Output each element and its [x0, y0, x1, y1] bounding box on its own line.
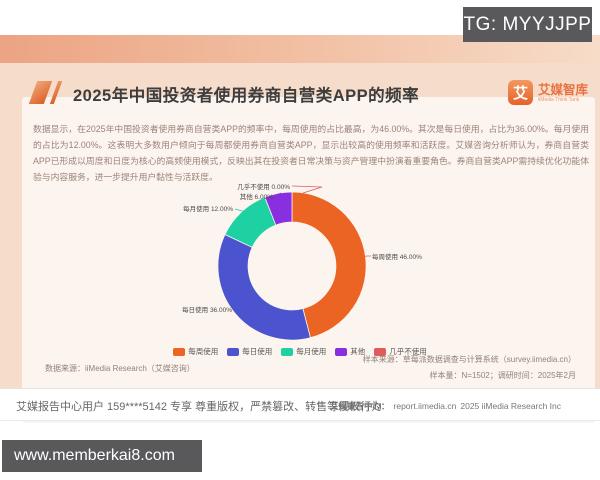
footer-copyright: 2025 iiMedia Research Inc [460, 400, 561, 411]
legend-item-3: 其他 [335, 346, 365, 357]
page-title: 2025年中国投资者使用券商自营类APP的频率 [73, 87, 420, 105]
logo-subtitle: iiMedia Think Tank [538, 96, 580, 103]
legend-label: 几乎不使用 [389, 347, 427, 356]
chart-legend: 每周使用 每日使用 每月使用 其他 几乎不使用 [140, 346, 460, 357]
iimedia-logo-icon: 艾 [508, 80, 533, 105]
data-source-note: 数据来源：iiMedia Research（艾媒咨询） [45, 364, 195, 373]
callout-label-3: 其他 6.00% [239, 194, 273, 201]
legend-swatch-icon [374, 347, 387, 356]
legend-swatch-icon [227, 347, 240, 356]
legend-item-1: 每日使用 [227, 346, 272, 357]
legend-label: 每日使用 [242, 347, 273, 356]
logo-name: 艾媒智库 [538, 82, 589, 97]
sample-size-note: 样本量：N=1502；调研时间：2025年2月 [429, 371, 577, 380]
legend-item-0: 每周使用 [173, 346, 218, 357]
legend-label: 其他 [350, 347, 366, 356]
callout-label-0: 每周使用 46.00% [372, 254, 422, 261]
site-watermark-badge: www.memberkai8.com [2, 440, 202, 472]
sample-info: 样本来源：草莓派数据调查与计算系统（survey.iimedia.cn） 样本量… [363, 352, 576, 384]
footer-user-notice: 艾媒报告中心用户 159****5142 专享 尊重版权，严禁篡改、转售等侵权行… [16, 400, 383, 413]
legend-swatch-icon [335, 347, 348, 356]
callout-label-2: 每月使用 12.00% [183, 206, 233, 213]
report-description: 数据显示，在2025年中国投资者使用券商自营类APP的频率中，每周使用的占比最高… [33, 124, 589, 182]
legend-swatch-icon [281, 347, 294, 356]
footer-strip: 艾媒报告中心用户 159****5142 专享 尊重版权，严禁篡改、转售等侵权行… [0, 388, 600, 421]
legend-label: 每月使用 [296, 347, 327, 356]
legend-swatch-icon [173, 347, 186, 356]
title-accent-icon [28, 81, 63, 104]
callout-label-1: 每日使用 36.00% [182, 307, 232, 314]
sample-source-note: 样本来源：草莓派数据调查与计算系统（survey.iimedia.cn） [362, 355, 576, 364]
tg-watermark-badge: TG: MYYJJPP [463, 7, 592, 42]
iimedia-logo: 艾 艾媒智库 iiMedia Think Tank [508, 80, 588, 105]
legend-item-4: 几乎不使用 [374, 346, 427, 357]
legend-item-2: 每月使用 [281, 346, 326, 357]
footer-publisher-info: 艾媒报告中心： report.iimedia.cn 2025 iiMedia R… [330, 389, 561, 422]
footer-center-label: 艾媒报告中心： [330, 400, 390, 411]
callout-label-4: 几乎不使用 0.00% [237, 184, 290, 191]
legend-label: 每周使用 [188, 347, 219, 356]
footer-report-url: report.iimedia.cn [393, 400, 457, 411]
